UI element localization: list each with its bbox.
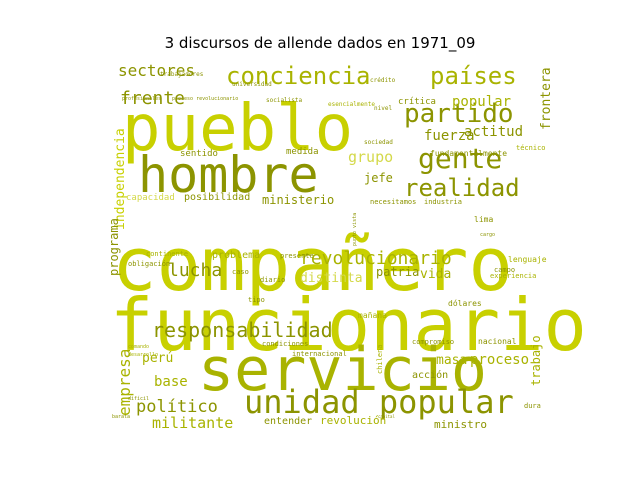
word-partido: partido [404,99,514,129]
word-sentido: sentido [180,149,218,159]
word-frontera: frontera [539,67,554,130]
chart-title: 3 discursos de allende dados en 1971_09 [164,34,476,52]
word-ministerio: ministerio [262,193,334,207]
word-vida: vida [420,267,451,282]
word-entender: entender [264,416,312,427]
word-actitud: actitud [464,124,523,140]
word-socialista: socialista [266,97,303,104]
word-fuerza: fuerza [424,128,475,144]
word-tipo: tipo [248,296,265,304]
word-patria: patria [376,265,419,279]
word-pueblo: pueblo [122,92,353,166]
word-dolares: dólares [448,298,482,308]
word-revolucion: revolución [320,414,386,427]
word-capital: capital [378,414,395,419]
word-realidad: realidad [404,174,520,202]
word-paises: países [430,62,517,90]
word-necesitamos: necesitamos [370,198,416,206]
word-proceso-revolucionario: proceso revolucionario [172,96,238,102]
word-frente: frente [120,88,185,109]
word-punto-vista: punto vista [352,213,358,246]
word-jefe: jefe [364,171,393,185]
word-fundamentalmente: fundamentalmente [430,149,507,158]
word-lucha: lucha [168,260,222,281]
word-dificil: difícil [128,395,149,402]
word-independencia: independencia [113,128,128,230]
word-internacional: internacional [292,350,347,358]
word-manana: mañana [358,311,387,320]
word-sectores: sectores [118,61,195,80]
word-nacional: nacional [478,337,517,346]
word-companero: compañero [112,222,513,308]
word-trabajadores: trabajadores [160,71,204,78]
word-medida: medida [286,147,319,157]
word-nivel: nivel [374,105,392,112]
word-posibilidad: posibilidad [184,192,250,203]
word-trabajo: trabajo [529,335,543,386]
word-hombre: hombre [138,146,319,204]
word-lenguaje: lenguaje [508,255,547,264]
word-presente: presente [280,252,314,260]
word-barata: barata [112,414,130,420]
word-dura: dura [524,402,541,410]
word-base: base [154,374,188,390]
word-responsabilidad: responsabilidad [152,318,333,342]
word-tecnico: técnico [516,144,546,152]
word-continente: continente [146,250,188,258]
word-esencialmente: esencialmente [328,101,375,108]
word-revolucionario: revolucionario [300,248,452,269]
word-diario: diario [260,276,285,284]
word-unidad-popular: unidad popular [244,383,514,421]
word-cargo: cargo [480,232,495,238]
word-sociedad: sociedad [364,139,393,146]
word-militante: militante [152,414,233,432]
word-desarrollo: desarrollo [128,352,158,358]
word-conciencia: conciencia [226,62,371,90]
word-universidad: universidad [232,81,272,88]
word-profesionales: profesionales [122,96,161,102]
word-credito: crédito [370,77,396,84]
word-campo: campo [494,266,515,274]
word-gente: gente [418,142,502,175]
word-problema: problema [212,250,260,261]
word-distinta: distinta [300,271,363,286]
word-empresa: empresa [115,349,134,416]
word-proceso: proceso [470,352,529,368]
word-obligacion: obligación [128,260,170,268]
word-peru: perú [142,351,173,366]
word-servicio: servicio [198,335,487,405]
word-accion: acción [412,369,448,381]
word-masa: masa [436,353,467,368]
word-programa: programa [107,218,121,276]
word-condiciones: condiciones [262,340,308,348]
word-compromiso: compromiso [412,338,454,346]
word-grupo: grupo [348,148,393,166]
word-caso: caso [232,268,249,276]
word-industria: industria [424,198,462,206]
word-ministro: ministro [434,418,487,431]
word-popular: popular [452,94,511,110]
word-critica: crítica [398,97,436,107]
word-capacidad: capacidad [126,193,175,203]
word-comando: comando [128,344,149,350]
word-lima: lima [474,215,493,224]
word-funcionario: funcionario [110,283,587,367]
word-chilena: chilena [376,344,384,374]
word-politico: político [136,397,218,417]
word-experiencia: experiencia [490,272,536,280]
